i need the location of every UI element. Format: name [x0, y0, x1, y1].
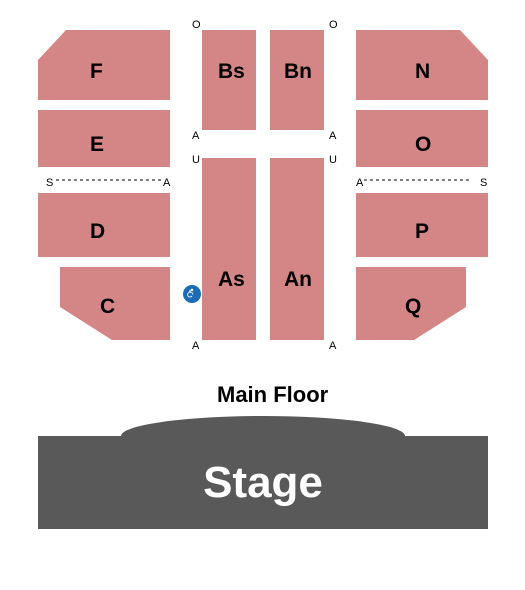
section-as[interactable] [202, 158, 256, 340]
section-label-p: P [415, 220, 429, 244]
section-label-e: E [90, 133, 104, 157]
section-f[interactable] [38, 30, 170, 100]
stage-label: Stage [38, 458, 488, 508]
section-label-as: As [218, 268, 245, 292]
row-label-2: A [192, 130, 199, 142]
section-label-q: Q [405, 295, 421, 319]
section-label-c: C [100, 295, 115, 319]
row-label-7: A [329, 340, 336, 352]
section-label-bn: Bn [284, 60, 312, 84]
row-label-3: A [329, 130, 336, 142]
row-label-10: A [356, 177, 363, 189]
section-label-bs: Bs [218, 60, 245, 84]
row-label-0: O [192, 19, 201, 31]
row-label-6: A [192, 340, 199, 352]
section-an[interactable] [270, 158, 324, 340]
section-label-f: F [90, 60, 103, 84]
row-label-1: O [329, 19, 338, 31]
main-floor-label: Main Floor [217, 382, 328, 408]
row-label-4: U [192, 154, 200, 166]
row-label-8: S [46, 177, 53, 189]
section-label-an: An [284, 268, 312, 292]
seating-chart: FEDCNOPQBsBnAsAnOOAAUUAASAASMain FloorSt… [0, 0, 525, 590]
row-label-5: U [329, 154, 337, 166]
section-label-n: N [415, 60, 430, 84]
section-label-o: O [415, 133, 431, 157]
section-label-d: D [90, 220, 105, 244]
row-label-11: S [480, 177, 487, 189]
row-label-9: A [163, 177, 170, 189]
wheelchair-icon [183, 285, 201, 303]
